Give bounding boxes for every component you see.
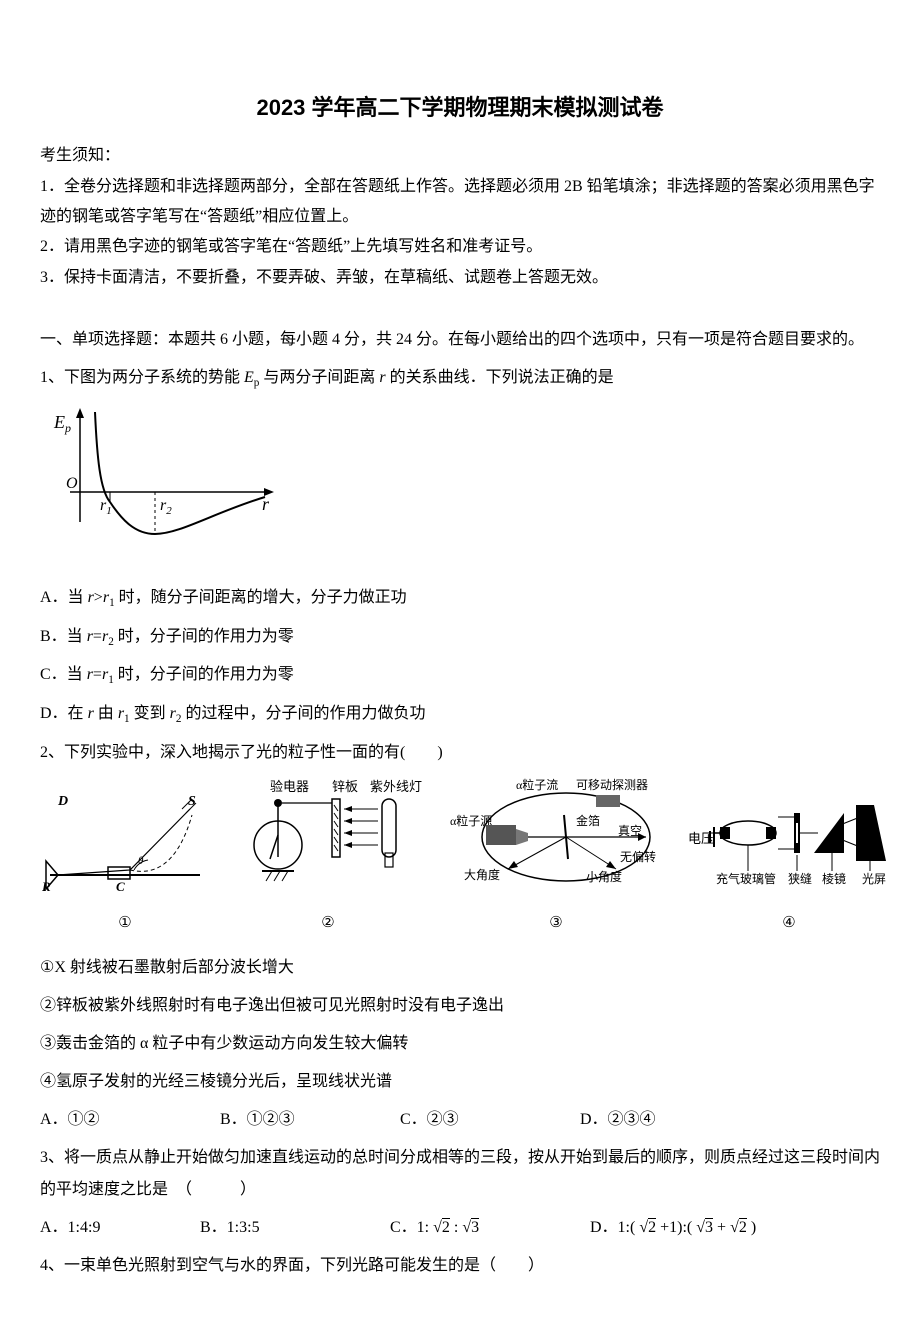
q2-options-row: A．①② B．①②③ C．②③ D．②③④ (40, 1104, 880, 1136)
svg-text:光屏: 光屏 (862, 872, 886, 886)
sqrt-icon: √2 (730, 1218, 747, 1236)
svg-text:θ: θ (138, 855, 144, 867)
svg-text:O: O (66, 475, 78, 492)
question-3: 3、将一质点从静止开始做匀加速直线运动的总时间分成相等的三段，按从开始到最后的顺… (40, 1142, 880, 1244)
sqrt-icon: √3 (462, 1218, 479, 1236)
opt-text: 时，随分子间距离的增大，分子力做正功 (115, 589, 407, 606)
q1-option-C: C．当 r=r1 时，分子间的作用力为零 (40, 659, 880, 692)
opt-text: C．当 (40, 666, 87, 683)
instructions-heading: 考生须知： (40, 141, 880, 171)
q4-stem: 4、一束单色光照射到空气与水的界面，下列光路可能发生的是（ ） (40, 1250, 880, 1282)
svg-text:棱镜: 棱镜 (822, 871, 846, 886)
svg-text:可移动探测器: 可移动探测器 (576, 778, 648, 792)
opt-text: A．当 (40, 589, 88, 606)
fig-num: ③ (549, 908, 562, 938)
instructions-line: 3．保持卡面清洁，不要折叠，不要弄破、弄皱，在草稿纸、试题卷上答题无效。 (40, 263, 880, 293)
page-title: 2023 学年高二下学期物理期末模拟测试卷 (40, 90, 880, 125)
q1-option-B: B．当 r=r2 时，分子间的作用力为零 (40, 621, 880, 654)
q2-figures-row: θ D S C R ① 验电器 锌板 紫外线灯 (40, 777, 880, 938)
var: r (88, 589, 94, 606)
q2-option-D: D．②③④ (580, 1104, 760, 1136)
svg-text:锌板: 锌板 (332, 779, 358, 794)
q1-option-A: A．当 r>r1 时，随分子间距离的增大，分子力做正功 (40, 582, 880, 615)
question-1: 1、下图为两分子系统的势能 Ep 与两分子间距离 r 的关系曲线．下列说法正确的… (40, 362, 880, 731)
svg-text:r2: r2 (160, 497, 172, 517)
q3-stem: 3、将一质点从静止开始做匀加速直线运动的总时间分成相等的三段，按从开始到最后的顺… (40, 1142, 880, 1206)
q2-option-C: C．②③ (400, 1104, 580, 1136)
opt-text: C．1: (390, 1219, 433, 1236)
question-4: 4、一束单色光照射到空气与水的界面，下列光路可能发生的是（ ） (40, 1250, 880, 1282)
opt-text: D．1:( (590, 1219, 639, 1236)
opt-text: 变到 (130, 705, 170, 722)
q2-statement-2: ②锌板被紫外线照射时有电子逸出但被可见光照射时没有电子逸出 (40, 990, 880, 1022)
fig-num: ① (118, 908, 131, 938)
opt-text: : (450, 1219, 462, 1236)
q2-statement-4: ④氢原子发射的光经三棱镜分光后，呈现线状光谱 (40, 1066, 880, 1098)
q3-options-row: A．1:4:9 B．1:3:5 C．1: √2 : √3 D．1:( √2 +1… (40, 1212, 880, 1244)
instructions-block: 考生须知： 1．全卷分选择题和非选择题两部分，全部在答题纸上作答。选择题必须用 … (40, 141, 880, 293)
svg-text:R: R (41, 879, 51, 894)
q2-option-A: A．①② (40, 1104, 220, 1136)
svg-text:D: D (57, 794, 68, 809)
question-2: 2、下列实验中，深入地揭示了光的粒子性一面的有( ) θ D S C R ① (40, 737, 880, 1136)
q3-option-C: C．1: √2 : √3 (390, 1212, 590, 1244)
svg-text:C: C (116, 879, 125, 894)
q1-graph: Ep O r1 r2 r (40, 402, 880, 574)
sqrt-icon: √2 (639, 1218, 656, 1236)
q1-stem: 1、下图为两分子系统的势能 Ep 与两分子间距离 r 的关系曲线．下列说法正确的… (40, 362, 880, 395)
q2-statement-1: ①X 射线被石墨散射后部分波长增大 (40, 952, 880, 984)
q2-fig-3: α粒子流 可移动探测器 α粒子源 金箔 真空 大角度 小角度 无偏转 ③ (446, 777, 666, 938)
q2-fig-2: 验电器 锌板 紫外线灯 (228, 777, 428, 938)
opt-text: 时，分子间的作用力为零 (114, 628, 294, 645)
instructions-line: 2．请用黑色字迹的钢笔或答字笔在“答题纸”上先填写姓名和准考证号。 (40, 232, 880, 262)
opt-text: ) (747, 1219, 756, 1236)
opt-text: B．当 (40, 628, 87, 645)
svg-text:金箔: 金箔 (576, 813, 600, 828)
opt-text: D．在 (40, 705, 88, 722)
q1-option-D: D．在 r 由 r1 变到 r2 的过程中，分子间的作用力做负功 (40, 698, 880, 731)
svg-text:验电器: 验电器 (270, 779, 309, 794)
q2-stem: 2、下列实验中，深入地揭示了光的粒子性一面的有( ) (40, 737, 880, 769)
section-1-heading: 一、单项选择题：本题共 6 小题，每小题 4 分，共 24 分。在每小题给出的四… (40, 325, 880, 355)
fig-num: ④ (782, 908, 795, 938)
q3-option-A: A．1:4:9 (40, 1212, 200, 1244)
opt-text: +1):( (656, 1219, 696, 1236)
svg-text:r: r (262, 494, 270, 514)
svg-text:无偏转: 无偏转 (620, 849, 656, 864)
fig-num: ② (321, 908, 334, 938)
q2-fig-4: 电压 充气玻璃管 狭缝 棱镜 光屏 (684, 787, 894, 938)
svg-text:α粒子源: α粒子源 (450, 813, 492, 828)
q3-option-B: B．1:3:5 (200, 1212, 390, 1244)
instructions-line: 1．全卷分选择题和非选择题两部分，全部在答题纸上作答。选择题必须用 2B 铅笔填… (40, 172, 880, 233)
svg-text:紫外线灯: 紫外线灯 (370, 779, 422, 794)
q2-option-B: B．①②③ (220, 1104, 400, 1136)
q1-stem-text: 的关系曲线．下列说法正确的是 (386, 369, 614, 386)
svg-text:α粒子流: α粒子流 (516, 777, 558, 792)
sqrt-icon: √2 (433, 1218, 450, 1236)
opt-text: + (713, 1219, 730, 1236)
q2-fig-1: θ D S C R ① (40, 787, 210, 938)
opt-text: 的过程中，分子间的作用力做负功 (181, 705, 425, 722)
opt-text: 由 (94, 705, 118, 722)
q3-option-D: D．1:( √2 +1):( √3 + √2 ) (590, 1212, 880, 1244)
q2-statement-3: ③轰击金箔的 α 粒子中有少数运动方向发生较大偏转 (40, 1028, 880, 1060)
q1-stem-text: 与两分子间距离 (259, 369, 379, 386)
svg-text:充气玻璃管: 充气玻璃管 (716, 871, 776, 886)
svg-text:Ep: Ep (53, 412, 71, 435)
var: r (87, 628, 93, 645)
q1-stem-text: 1、下图为两分子系统的势能 (40, 369, 244, 386)
var: r (87, 666, 93, 683)
opt-text: 时，分子间的作用力为零 (114, 666, 294, 683)
q1-var-Ep: E (244, 369, 254, 386)
svg-text:狭缝: 狭缝 (788, 871, 812, 886)
svg-text:大角度: 大角度 (464, 867, 500, 882)
sqrt-icon: √3 (696, 1218, 713, 1236)
